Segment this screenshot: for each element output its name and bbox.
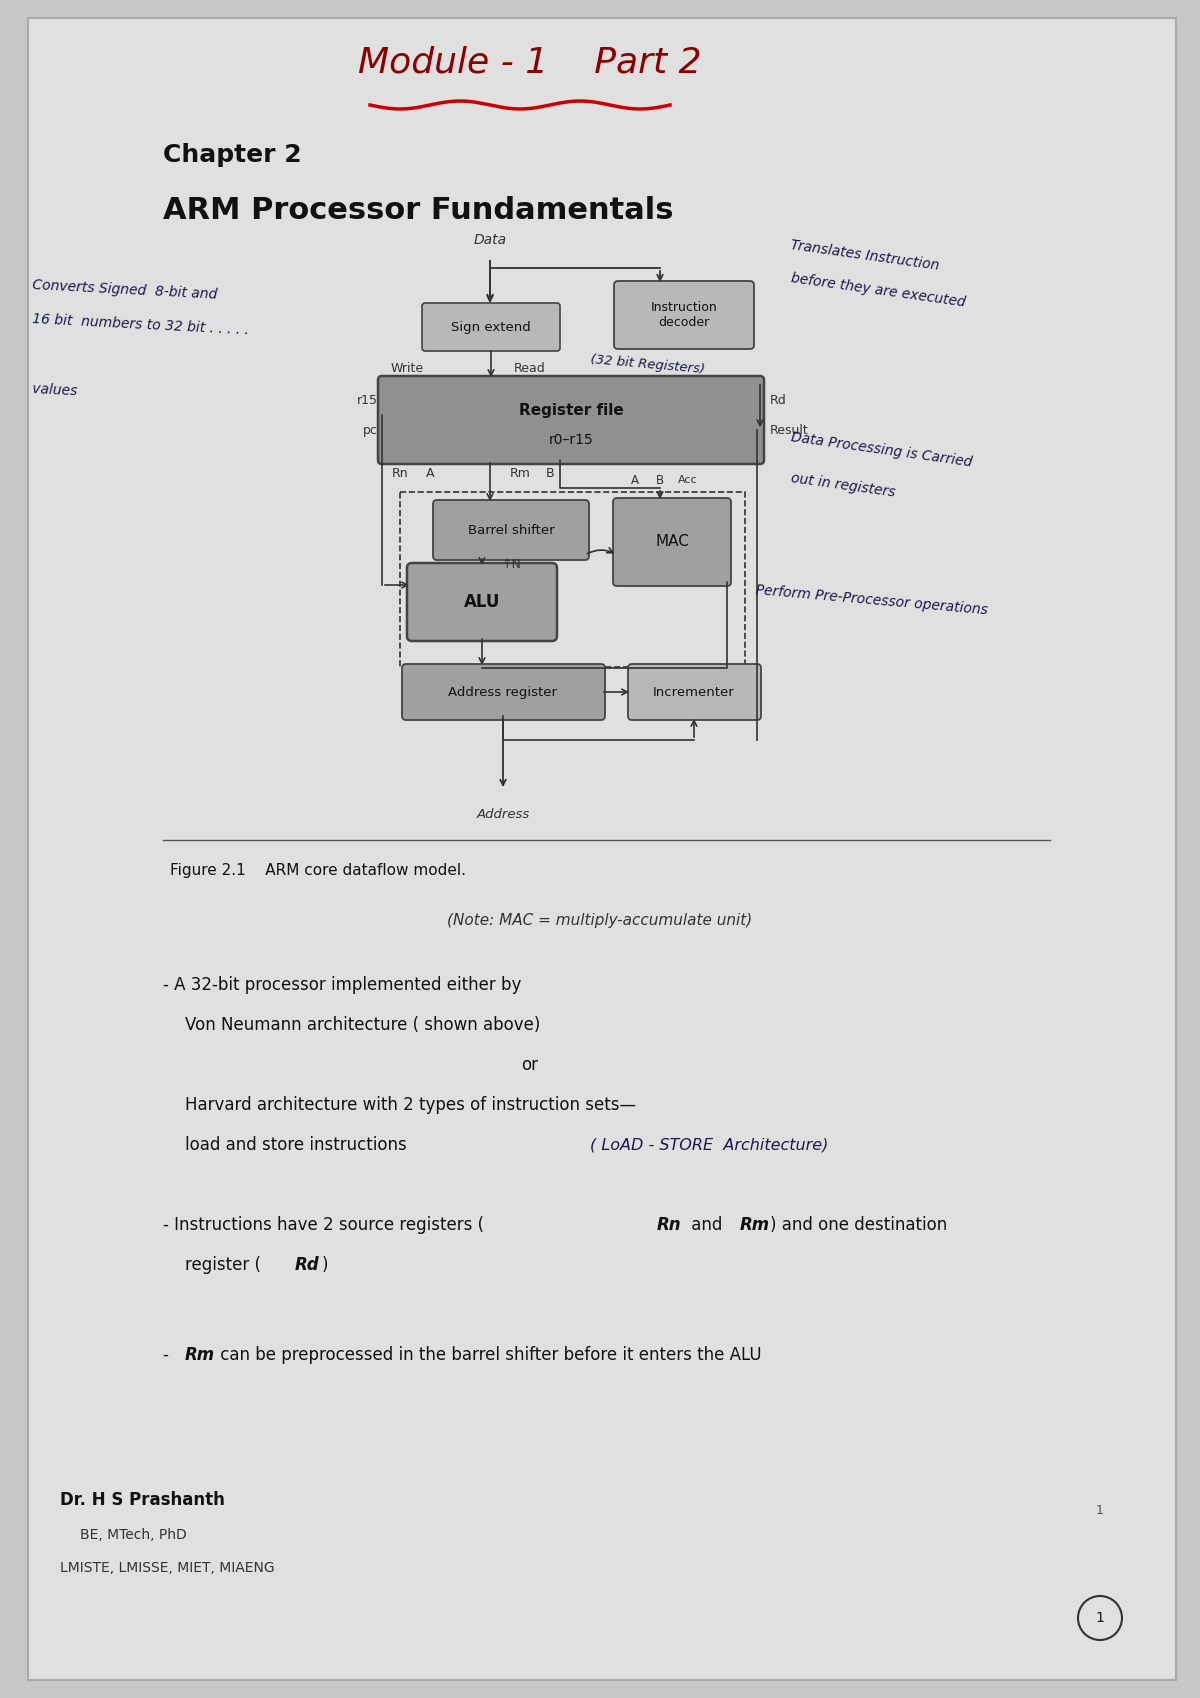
Text: Figure 2.1    ARM core dataflow model.: Figure 2.1 ARM core dataflow model.: [170, 863, 466, 878]
Text: can be preprocessed in the barrel shifter before it enters the ALU: can be preprocessed in the barrel shifte…: [215, 1347, 762, 1363]
Text: Address: Address: [476, 808, 529, 822]
Text: 16 bit  numbers to 32 bit . . . . .: 16 bit numbers to 32 bit . . . . .: [32, 312, 250, 338]
FancyBboxPatch shape: [628, 664, 761, 720]
Text: Module - 1    Part 2: Module - 1 Part 2: [358, 46, 702, 80]
FancyBboxPatch shape: [407, 564, 557, 642]
Text: pc: pc: [364, 423, 378, 436]
Text: out in registers: out in registers: [790, 470, 896, 499]
Text: (Note: MAC = multiply-accumulate unit): (Note: MAC = multiply-accumulate unit): [448, 912, 752, 927]
Text: register (: register (: [185, 1257, 260, 1274]
Text: r0–r15: r0–r15: [548, 433, 593, 447]
Text: load and store instructions: load and store instructions: [185, 1136, 407, 1155]
FancyBboxPatch shape: [614, 280, 754, 350]
Text: 1: 1: [1096, 1611, 1104, 1625]
Text: 1: 1: [1096, 1503, 1104, 1516]
Text: A: A: [631, 474, 640, 487]
Text: ( LoAD - STORE  Architecture): ( LoAD - STORE Architecture): [590, 1138, 828, 1153]
Text: Converts Signed  8-bit and: Converts Signed 8-bit and: [32, 278, 217, 302]
Text: (32 bit Registers): (32 bit Registers): [590, 353, 706, 377]
Bar: [400, 492, 745, 667]
Text: ARM Processor Fundamentals: ARM Processor Fundamentals: [163, 195, 673, 224]
Text: B: B: [656, 474, 664, 487]
Text: or: or: [522, 1056, 539, 1075]
Text: Dr. H S Prashanth: Dr. H S Prashanth: [60, 1491, 224, 1510]
Text: Barrel shifter: Barrel shifter: [468, 523, 554, 537]
Text: B: B: [546, 467, 554, 479]
Text: Write: Write: [390, 362, 424, 375]
Text: - Instructions have 2 source registers (: - Instructions have 2 source registers (: [163, 1216, 484, 1234]
FancyBboxPatch shape: [433, 499, 589, 560]
FancyBboxPatch shape: [378, 375, 764, 464]
Text: -: -: [163, 1347, 174, 1363]
Text: Translates Instruction: Translates Instruction: [790, 238, 941, 272]
Text: LMISTE, LMISSE, MIET, MIAENG: LMISTE, LMISSE, MIET, MIAENG: [60, 1560, 275, 1576]
Text: Read: Read: [514, 362, 546, 375]
Text: Address register: Address register: [449, 686, 558, 698]
Text: values: values: [32, 382, 78, 397]
Text: ↑N: ↑N: [502, 559, 521, 572]
Text: before they are executed: before they are executed: [790, 270, 966, 309]
Text: BE, MTech, PhD: BE, MTech, PhD: [80, 1528, 187, 1542]
Text: Rm: Rm: [185, 1347, 215, 1363]
Text: Acc: Acc: [678, 475, 698, 486]
Text: Register file: Register file: [518, 402, 623, 418]
FancyBboxPatch shape: [613, 498, 731, 586]
Text: ALU: ALU: [464, 593, 500, 611]
Text: MAC: MAC: [655, 535, 689, 550]
Text: Rn: Rn: [391, 467, 408, 479]
Text: Von Neumann architecture ( shown above): Von Neumann architecture ( shown above): [185, 1015, 540, 1034]
Text: and: and: [686, 1216, 727, 1234]
Text: ): ): [322, 1257, 329, 1274]
Text: Incrementer: Incrementer: [653, 686, 734, 698]
Text: r15: r15: [358, 394, 378, 406]
Text: A: A: [426, 467, 434, 479]
Text: Harvard architecture with 2 types of instruction sets—: Harvard architecture with 2 types of ins…: [185, 1095, 636, 1114]
Text: Chapter 2: Chapter 2: [163, 143, 301, 166]
Text: Result: Result: [770, 423, 809, 436]
Text: ) and one destination: ) and one destination: [770, 1216, 947, 1234]
Text: Rm: Rm: [510, 467, 530, 479]
Text: Data Processing is Carried: Data Processing is Carried: [790, 430, 973, 470]
Text: Perform Pre-Processor operations: Perform Pre-Processor operations: [755, 582, 989, 616]
Text: Rd: Rd: [770, 394, 787, 406]
FancyBboxPatch shape: [402, 664, 605, 720]
Text: Data: Data: [474, 233, 506, 246]
Text: Rd: Rd: [295, 1257, 319, 1274]
Text: Rm: Rm: [740, 1216, 770, 1234]
Text: Instruction
decoder: Instruction decoder: [650, 301, 718, 329]
Text: Sign extend: Sign extend: [451, 321, 530, 333]
FancyBboxPatch shape: [422, 302, 560, 351]
Text: Rn: Rn: [658, 1216, 682, 1234]
FancyBboxPatch shape: [28, 19, 1176, 1679]
Text: - A 32-bit processor implemented either by: - A 32-bit processor implemented either …: [163, 976, 521, 993]
